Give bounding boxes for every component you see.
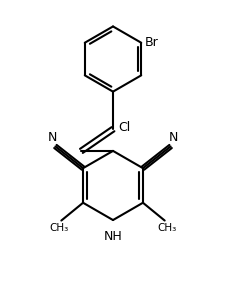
Text: N: N <box>169 132 178 144</box>
Text: N: N <box>48 132 57 144</box>
Text: Cl: Cl <box>118 121 130 134</box>
Text: Br: Br <box>145 36 159 49</box>
Text: CH₃: CH₃ <box>50 223 69 233</box>
Text: CH₃: CH₃ <box>157 223 176 233</box>
Text: NH: NH <box>104 230 122 243</box>
